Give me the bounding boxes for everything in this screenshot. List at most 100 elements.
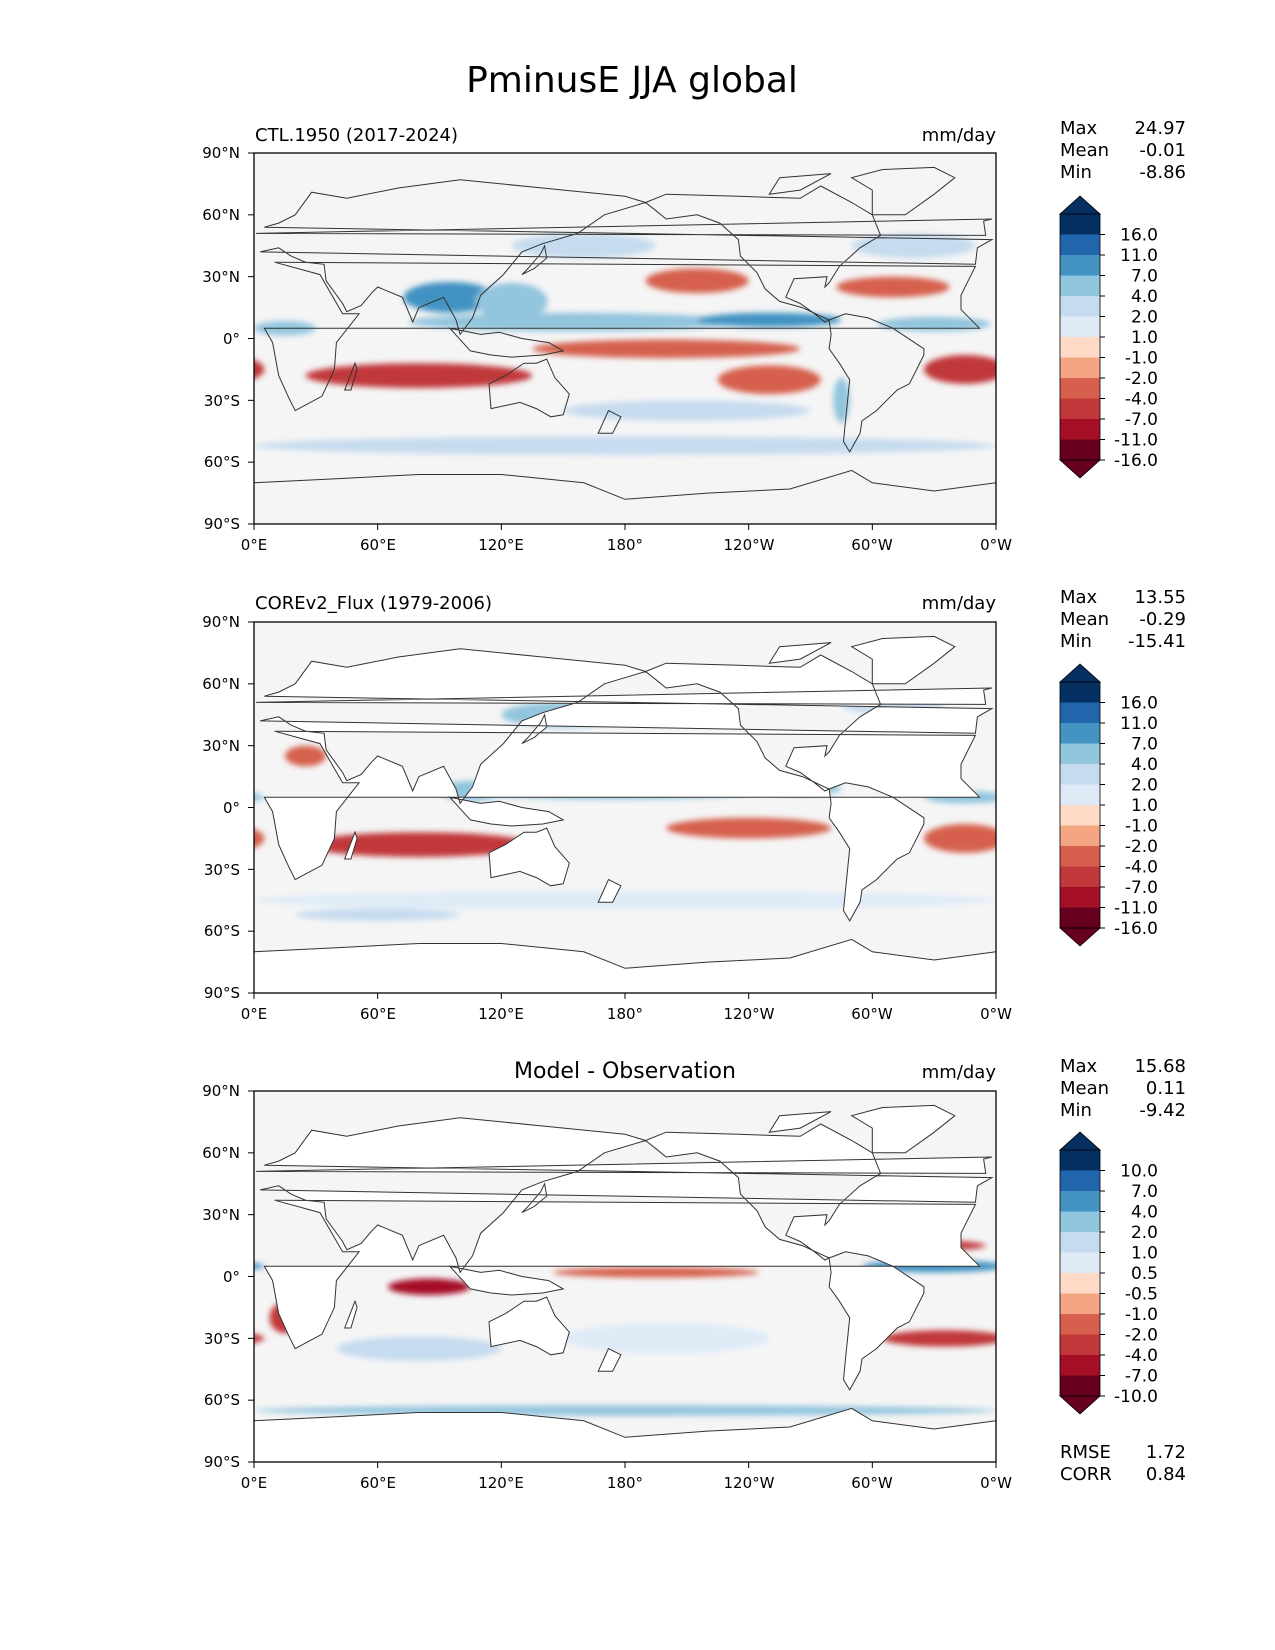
field-anomaly <box>254 1263 265 1270</box>
field-anomaly <box>552 1267 759 1278</box>
colorbar-tick-label: 2.0 <box>1131 776 1158 796</box>
field-anomaly <box>717 365 821 395</box>
stats-block: Max 13.55 Mean -0.29 Min -15.41 <box>1060 587 1186 652</box>
panel-obs: COREv2_Flux (1979-2006) mm/day 90°N 60°N… <box>202 587 1186 1023</box>
panel-model: CTL.1950 (2017-2024) mm/day 90°N 60°N 30… <box>202 118 1186 554</box>
colorbar-tick-label: 16.0 <box>1120 226 1158 246</box>
map-frame <box>253 152 997 525</box>
x-tick-label: 0°E <box>241 536 268 554</box>
stat-value: -8.86 <box>1139 162 1186 183</box>
panel-title-left: CTL.1950 (2017-2024) <box>255 125 458 146</box>
x-tick-label: 120°W <box>724 1005 775 1023</box>
field-anomaly <box>305 363 533 388</box>
y-tick-label: 30°S <box>204 392 240 410</box>
x-tick-label: 120°W <box>724 536 775 554</box>
stat-value: -0.01 <box>1139 140 1186 161</box>
coastline <box>254 635 996 993</box>
colorbar-tick-label: 4.0 <box>1131 755 1158 775</box>
colorbar-tick-label: -2.0 <box>1125 1326 1158 1346</box>
x-tick-label: 120°W <box>724 1474 775 1492</box>
stat-label: Min <box>1060 1100 1092 1121</box>
colorbar-segment <box>1060 296 1100 317</box>
x-ticks: 0°E 60°E 120°E 180° 120°W 60°W 0°W <box>241 536 1012 554</box>
stat-label: Min <box>1060 162 1092 183</box>
y-tick-label: 90°N <box>202 144 240 162</box>
field-anomaly <box>254 793 265 802</box>
y-tick-label: 30°N <box>202 268 240 286</box>
map-model <box>248 152 997 530</box>
colorbar: 16.011.07.04.02.01.0-1.0-2.0-4.0-7.0-11.… <box>1058 195 1158 479</box>
stat-value: 24.97 <box>1134 118 1186 139</box>
colorbar-tick-label: -1.0 <box>1125 349 1158 369</box>
stat-value: 0.84 <box>1146 1464 1186 1485</box>
field-anomaly <box>666 817 832 839</box>
colorbar-tick-label: -4.0 <box>1125 1346 1158 1366</box>
stat-value: 13.55 <box>1134 587 1186 608</box>
figure-title: PminusE JJA global <box>466 60 798 101</box>
map-diff <box>248 1090 997 1468</box>
y-tick-label: 60°S <box>204 922 240 940</box>
colorbar-tick-label: 2.0 <box>1131 308 1158 328</box>
field-anomaly <box>254 890 996 910</box>
colorbar-tick-label: -7.0 <box>1125 410 1158 430</box>
panel-units: mm/day <box>922 1062 997 1083</box>
colorbar-segment <box>1060 1293 1100 1314</box>
x-ticks: 0°E 60°E 120°E 180° 120°W 60°W 0°W <box>241 1005 1012 1023</box>
colorbar-tick-label: -10.0 <box>1114 1387 1158 1407</box>
colorbar-extend-min <box>1058 459 1102 479</box>
x-tick-label: 0°E <box>241 1474 268 1492</box>
colorbar-segment <box>1060 398 1100 419</box>
colorbar-tick-label: -11.0 <box>1114 899 1158 919</box>
panel-diff: Model - Observation mm/day 90°N 60°N 30°… <box>202 1056 1186 1492</box>
field-anomaly <box>254 1405 996 1416</box>
field-anomaly <box>877 316 991 332</box>
field-anomaly <box>254 828 265 848</box>
colorbar-extend-max <box>1058 663 1102 683</box>
y-tick-label: 90°S <box>204 515 240 533</box>
colorbar-segment <box>1060 357 1100 378</box>
map-obs <box>248 621 997 999</box>
colorbar-segment <box>1060 1375 1100 1396</box>
x-tick-label: 120°E <box>478 1474 524 1492</box>
colorbar-segment <box>1060 214 1100 235</box>
colorbar-tick-label: 1.0 <box>1131 1244 1158 1264</box>
y-ticks: 90°N 60°N 30°N 0° 30°S 60°S 90°S <box>202 144 240 533</box>
x-tick-label: 120°E <box>478 1005 524 1023</box>
stat-value: 0.11 <box>1146 1078 1186 1099</box>
y-tick-label: 30°S <box>204 861 240 879</box>
field-anomaly <box>284 745 327 767</box>
axis-ticks <box>248 621 997 999</box>
colorbar-segment <box>1060 1273 1100 1294</box>
colorbar-segment <box>1060 1355 1100 1376</box>
field-anomaly <box>305 832 533 857</box>
x-tick-label: 60°E <box>360 1005 396 1023</box>
colorbar-tick-label: -7.0 <box>1125 1367 1158 1387</box>
x-tick-label: 180° <box>607 1005 643 1023</box>
colorbar-extend-min <box>1058 927 1102 947</box>
panel-units: mm/day <box>922 593 997 614</box>
colorbar-segment <box>1060 419 1100 440</box>
colorbar-tick-label: -4.0 <box>1125 390 1158 410</box>
x-tick-label: 60°W <box>851 536 893 554</box>
colorbar-tick-label: -7.0 <box>1125 878 1158 898</box>
colorbar-segment <box>1060 439 1100 460</box>
colorbar-segment <box>1060 723 1100 744</box>
stat-label: Mean <box>1060 1078 1109 1099</box>
coastline <box>254 166 996 524</box>
y-tick-label: 60°N <box>202 206 240 224</box>
x-tick-label: 60°W <box>851 1474 893 1492</box>
colorbar-tick-label: -2.0 <box>1125 837 1158 857</box>
stat-label: Mean <box>1060 140 1109 161</box>
colorbar-extend-max <box>1058 1131 1102 1151</box>
y-tick-label: 90°N <box>202 1082 240 1100</box>
field-anomaly <box>923 823 996 853</box>
x-tick-label: 0°W <box>980 1474 1012 1492</box>
stat-label: Max <box>1060 118 1098 139</box>
y-tick-label: 30°N <box>202 737 240 755</box>
field-anomaly <box>836 276 950 298</box>
y-ticks: 90°N 60°N 30°N 0° 30°S 60°S 90°S <box>202 1082 240 1471</box>
y-tick-label: 90°N <box>202 613 240 631</box>
colorbar-tick-label: 11.0 <box>1120 246 1158 266</box>
colorbar-segment <box>1060 805 1100 826</box>
